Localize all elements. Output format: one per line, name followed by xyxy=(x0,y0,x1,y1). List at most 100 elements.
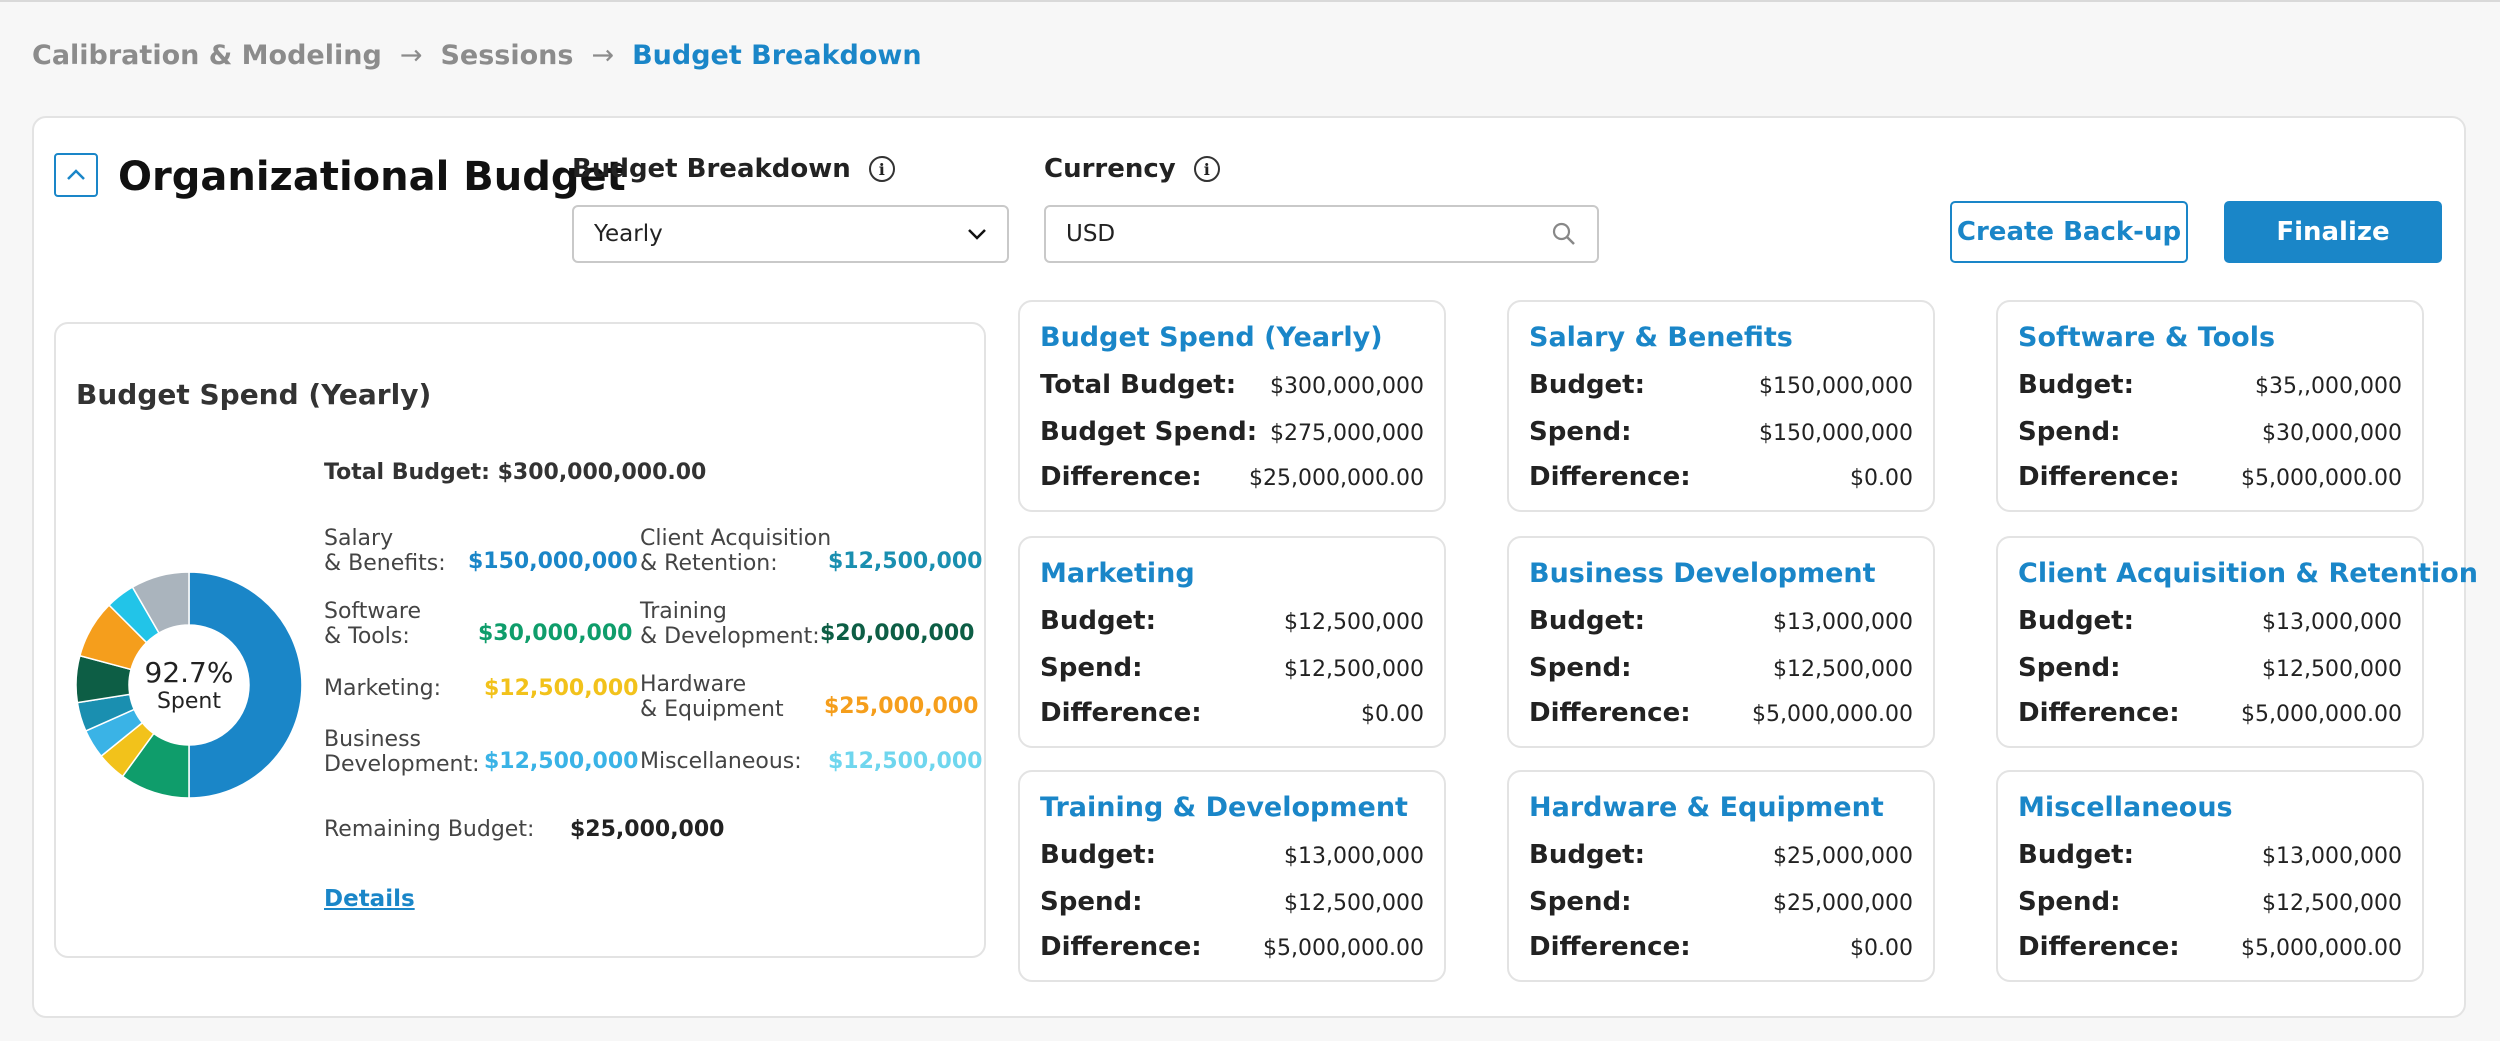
legend-label-line: Salary xyxy=(324,526,394,551)
card-row: Difference: $5,000,000.00 xyxy=(2018,462,2402,492)
breadcrumb-item-calibration[interactable]: Calibration & Modeling xyxy=(32,40,382,71)
breadcrumb-item-sessions[interactable]: Sessions xyxy=(440,40,574,71)
legend-label-misc: Miscellaneous: xyxy=(640,749,802,774)
card-title: Salary & Benefits xyxy=(1529,322,1793,353)
card-title: Marketing xyxy=(1040,558,1195,589)
card-row: Spend: $30,000,000 xyxy=(2018,417,2402,447)
card-row-label: Budget: xyxy=(1040,606,1157,636)
card-row-value: $12,500,000 xyxy=(1284,610,1424,635)
card-row-value: $12,500,000 xyxy=(1773,657,1913,682)
info-icon[interactable]: i xyxy=(1193,156,1220,182)
card-row-label: Difference: xyxy=(2018,462,2180,492)
search-icon[interactable] xyxy=(1551,221,1577,247)
card-row: Spend: $12,500,000 xyxy=(1529,653,1913,683)
card-row-label: Spend: xyxy=(2018,887,2121,917)
card-row-value: $12,500,000 xyxy=(1284,891,1424,916)
card-title: Training & Development xyxy=(1040,792,1408,823)
card-title: Miscellaneous xyxy=(2018,792,2233,823)
card-row-value: $5,000,000.00 xyxy=(2241,702,2402,727)
details-link[interactable]: Details xyxy=(324,886,415,912)
card-row-value: $25,000,000 xyxy=(1773,891,1913,916)
legend-label-client: Client Acquisition & Retention: xyxy=(640,526,831,576)
budget-breakdown-label: Budget Breakdown i xyxy=(572,154,895,184)
card-miscellaneous: Miscellaneous Budget: $13,000,000 Spend: $… xyxy=(1996,770,2424,982)
collapse-button[interactable] xyxy=(54,153,98,197)
card-row-label: Difference: xyxy=(2018,698,2180,728)
legend-label-line: & Benefits: xyxy=(324,551,446,576)
card-row-label: Spend: xyxy=(1040,653,1143,683)
budget-donut-chart xyxy=(75,571,303,799)
card-title: Hardware & Equipment xyxy=(1529,792,1884,823)
card-row-value: $12,500,000 xyxy=(2262,891,2402,916)
page-title: Organizational Budget xyxy=(118,154,626,200)
currency-search-input[interactable]: USD xyxy=(1044,205,1599,263)
card-row-value: $30,000,000 xyxy=(2262,421,2402,446)
card-row-value: $150,000,000 xyxy=(1759,374,1913,399)
card-row-value: $5,000,000.00 xyxy=(2241,936,2402,961)
remaining-budget-label: Remaining Budget: xyxy=(324,817,535,842)
card-row: Budget: $25,000,000 xyxy=(1529,840,1913,870)
card-row: Difference: $0.00 xyxy=(1529,462,1913,492)
legend-label-training: Training & Development: xyxy=(640,599,820,649)
legend-label-line: & Development: xyxy=(640,624,820,649)
card-title: Business Development xyxy=(1529,558,1876,589)
card-row-label: Difference: xyxy=(1040,462,1202,492)
legend-value-business: $12,500,000 xyxy=(484,749,639,774)
legend-label-line: Marketing: xyxy=(324,676,442,701)
finalize-button[interactable]: Finalize xyxy=(2224,201,2442,263)
card-row-label: Total Budget: xyxy=(1040,370,1237,400)
card-row: Spend: $150,000,000 xyxy=(1529,417,1913,447)
card-row-value: $35,,000,000 xyxy=(2255,374,2402,399)
legend-label-line: & Tools: xyxy=(324,624,410,649)
card-row: Budget: $150,000,000 xyxy=(1529,370,1913,400)
card-row: Budget: $13,000,000 xyxy=(1529,606,1913,636)
breadcrumb: Calibration & Modeling → Sessions → Budg… xyxy=(32,40,922,71)
card-business-development: Business Development Budget: $13,000,000 … xyxy=(1507,536,1935,748)
card-row-label: Spend: xyxy=(1529,417,1632,447)
legend-label-line: Software xyxy=(324,599,421,624)
legend-label-line: Training xyxy=(640,599,727,624)
card-row-value: $300,000,000 xyxy=(1270,374,1424,399)
card-row: Budget: $35,,000,000 xyxy=(2018,370,2402,400)
card-row-label: Budget Spend: xyxy=(1040,417,1258,447)
card-row-value: $5,000,000.00 xyxy=(2241,466,2402,491)
card-row-label: Difference: xyxy=(1529,698,1691,728)
card-row: Budget Spend: $275,000,000 xyxy=(1040,417,1424,447)
card-row-label: Difference: xyxy=(1529,932,1691,962)
card-row: Difference: $5,000,000.00 xyxy=(1529,698,1913,728)
card-row: Total Budget: $300,000,000 xyxy=(1040,370,1424,400)
donut-slice-8 xyxy=(131,571,190,635)
card-row: Budget: $12,500,000 xyxy=(1040,606,1424,636)
card-row-label: Difference: xyxy=(2018,932,2180,962)
card-row-label: Spend: xyxy=(1529,653,1632,683)
legend-label-marketing: Marketing: xyxy=(324,676,441,701)
summary-title: Budget Spend (Yearly) xyxy=(76,378,432,411)
create-backup-button[interactable]: Create Back-up xyxy=(1950,201,2188,263)
card-row-label: Budget: xyxy=(2018,840,2135,870)
card-software-tools: Software & Tools Budget: $35,,000,000 Spe… xyxy=(1996,300,2424,512)
card-row: Difference: $0.00 xyxy=(1040,698,1424,728)
arrow-right-icon: → xyxy=(399,40,423,71)
donut-slice-0 xyxy=(188,571,303,799)
legend-label-line: Business xyxy=(324,727,422,752)
arrow-right-icon: → xyxy=(591,40,615,71)
info-icon[interactable]: i xyxy=(868,156,895,182)
card-hardware-equipment: Hardware & Equipment Budget: $25,000,000 … xyxy=(1507,770,1935,982)
card-row: Spend: $25,000,000 xyxy=(1529,887,1913,917)
legend-label-line: Hardware xyxy=(640,672,747,697)
card-row-value: $150,000,000 xyxy=(1759,421,1913,446)
card-salary-benefits: Salary & Benefits Budget: $150,000,000 Sp… xyxy=(1507,300,1935,512)
card-row-value: $0.00 xyxy=(1850,466,1913,491)
card-row-label: Budget: xyxy=(2018,606,2135,636)
card-training-development: Training & Development Budget: $13,000,00… xyxy=(1018,770,1446,982)
breadcrumb-item-current: Budget Breakdown xyxy=(632,40,922,71)
card-row-label: Budget: xyxy=(2018,370,2135,400)
budget-breakdown-select[interactable]: Yearly xyxy=(572,205,1009,263)
card-row: Spend: $12,500,000 xyxy=(1040,653,1424,683)
legend-value-training: $20,000,000 xyxy=(820,621,975,646)
card-title: Client Acquisition & Retention xyxy=(2018,558,2478,589)
legend-label-line: Client Acquisition xyxy=(640,526,832,551)
card-row-value: $12,500,000 xyxy=(1284,657,1424,682)
legend-value-client: $12,500,000 xyxy=(828,549,983,574)
card-title: Budget Spend (Yearly) xyxy=(1040,322,1383,353)
